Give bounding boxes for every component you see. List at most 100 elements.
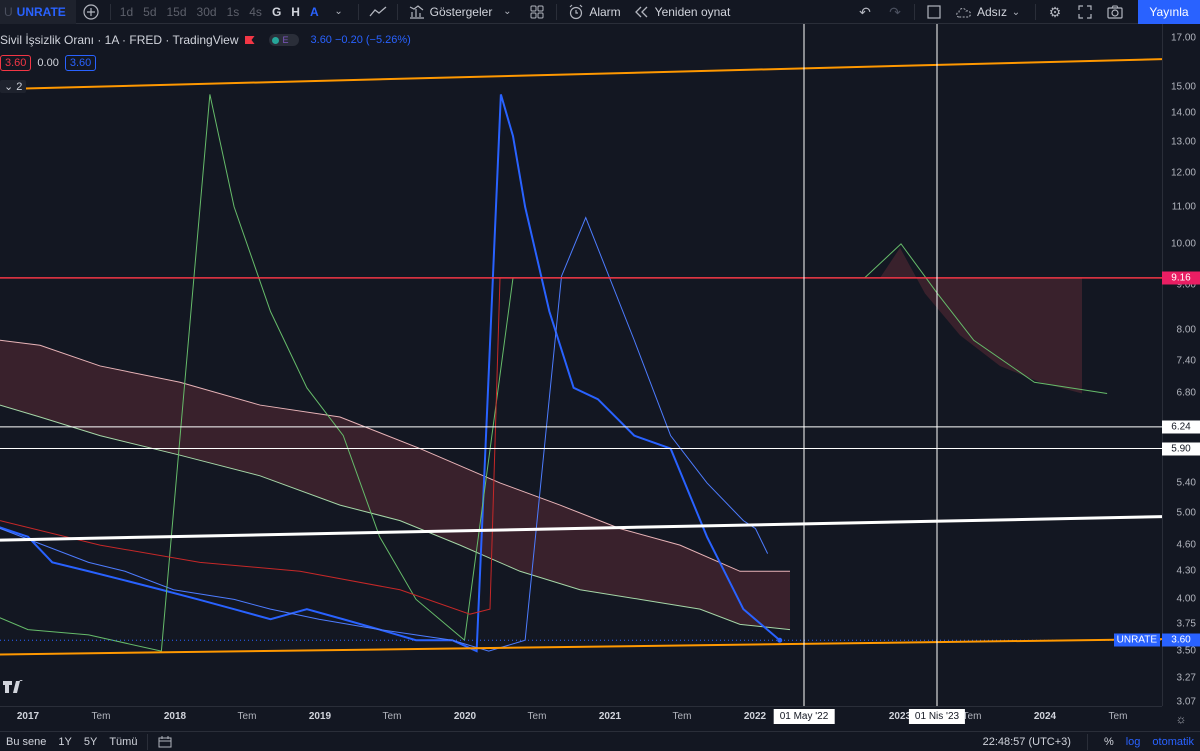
log-toggle[interactable]: log [1125, 735, 1141, 748]
axis-settings-button[interactable]: ☼ [1162, 706, 1200, 731]
fullscreen-button[interactable] [1070, 0, 1100, 24]
timeframe-4s[interactable]: 4s [249, 4, 262, 19]
timeframe-a[interactable]: A [309, 4, 319, 19]
collapse-toggle[interactable]: ⌄ 2 [0, 80, 27, 93]
chevron-down-icon: ⌄ [4, 81, 17, 93]
timeframe-1s[interactable]: 1s [226, 4, 240, 19]
compare-button[interactable] [76, 0, 106, 24]
publish-button[interactable]: Yayınla [1138, 0, 1200, 24]
indicator-values: 3.60 0.00 3.60 [0, 55, 97, 71]
undo-button[interactable]: ↶ [850, 0, 880, 24]
line-chart-icon [369, 3, 387, 21]
y-tick-label: 14.00 [1170, 107, 1196, 119]
snapshot-button[interactable] [1100, 0, 1130, 24]
cloud-layer [0, 247, 1082, 631]
pill-letter: E [282, 35, 289, 45]
top-toolbar: U UNRATE 1d 5d 15d 30d 1s 4s G H A ⌄ Göstergeler… [0, 0, 1200, 24]
fullscreen-square-button[interactable] [919, 0, 949, 24]
settings-button[interactable]: ⚙ [1040, 0, 1070, 24]
calendar-range-icon[interactable] [156, 733, 174, 751]
series-line-1 [0, 94, 781, 653]
series-line-3 [0, 94, 1108, 652]
y-tick-label: 4.60 [1176, 539, 1196, 551]
price-axis[interactable]: 17.00 15.00 14.00 13.00 12.00 11.00 10.00 9.00 8… [1162, 24, 1200, 708]
value-box-2: 0.00 [37, 57, 59, 69]
timeframe-5d[interactable]: 5d [143, 4, 157, 19]
alarm-clock-icon [567, 3, 585, 21]
time-axis[interactable]: 2017 Tem 2018 Tem 2019 Tem 2020 Tem 2021 Tem 2022 2… [0, 706, 1162, 726]
y-tick-label: 3.75 [1176, 618, 1196, 630]
percent-toggle[interactable]: % [1103, 735, 1114, 748]
y-tick-label: 3.27 [1176, 672, 1196, 683]
symbol-search[interactable]: U UNRATE [0, 0, 76, 24]
cloud-area [0, 340, 790, 630]
y-tick-label: 5.00 [1176, 507, 1196, 519]
range-button[interactable]: Tümü [109, 735, 138, 748]
y-tick-label: 11.00 [1171, 201, 1196, 213]
timeframe-1d[interactable]: 1d [119, 4, 134, 19]
range-button[interactable]: Bu sene [6, 735, 47, 748]
alarm-button[interactable]: Alarm [561, 0, 626, 24]
collapse-count: 2 [16, 81, 23, 93]
crosshair-time-label: 01 May '22 [773, 709, 835, 724]
divider [1035, 4, 1036, 20]
x-tick-label: Tem [237, 711, 257, 722]
price-label-red: 9.16 [1162, 271, 1200, 285]
indicators-button[interactable]: Göstergeler ⌄ [402, 0, 523, 24]
auto-toggle[interactable]: otomatik [1152, 735, 1194, 748]
clock-time[interactable]: 22:48:57 (UTC+3) [982, 735, 1071, 748]
range-button[interactable]: 1Y [58, 735, 72, 748]
layouts-button[interactable] [522, 0, 552, 24]
price-label-white: 6.24 [1162, 420, 1200, 434]
indicator-pill[interactable]: E [268, 34, 299, 46]
y-tick-label: 17.00 [1170, 32, 1196, 44]
future-cloud-area [805, 247, 1082, 394]
divider [1086, 733, 1088, 750]
gear-icon: ⚙ [1048, 3, 1062, 20]
flag-icon[interactable] [244, 36, 255, 44]
timeframe-h[interactable]: H [291, 4, 300, 19]
timeframe-group: 1d 5d 15d 30d 1s 4s G H A [115, 5, 324, 19]
chevron-down-icon: ⌄ [334, 6, 343, 17]
legend-title: Sivil İşsizlik Oranı · 1A · FRED · Tradi… [0, 33, 239, 47]
y-tick-label: 3.50 [1176, 645, 1196, 657]
plus-circle-icon [82, 3, 100, 21]
range-buttons: Bu sene 1Y 5Y Tümü [0, 736, 143, 748]
x-tick-label: 2022 [743, 711, 767, 722]
indicators-label: Göstergeler [429, 4, 493, 19]
replay-label: Yeniden oynat [654, 4, 731, 19]
tradingview-logo-icon [2, 677, 26, 699]
white-trend-line [0, 515, 1162, 542]
timeframe-30d[interactable]: 30d [196, 4, 217, 19]
last-symbol-label: UNRATE [1113, 633, 1160, 647]
chart-type-button[interactable] [363, 0, 393, 24]
range-button[interactable]: 5Y [83, 735, 98, 748]
timeframe-15d[interactable]: 15d [166, 4, 187, 19]
y-tick-label: 4.30 [1176, 565, 1196, 577]
series-layer [0, 94, 1162, 653]
redo-button[interactable]: ↷ [880, 0, 910, 24]
layout-name-button[interactable]: Adsız ⌄ [949, 0, 1031, 24]
last-point [777, 637, 783, 643]
divider [556, 3, 558, 20]
symbol-label: UNRATE [16, 4, 66, 19]
y-tick-label: 12.00 [1170, 167, 1196, 179]
bottom-bar: Bu sene 1Y 5Y Tümü 22:48:57 (UTC+3) % log o… [0, 731, 1200, 751]
timeframe-dropdown[interactable]: ⌄ [324, 0, 354, 24]
drawings-layer [0, 24, 1162, 706]
x-tick-label: Tem [962, 711, 982, 722]
chart-canvas[interactable] [0, 24, 1162, 706]
x-tick-label: Tem [527, 711, 547, 722]
rewind-icon [633, 3, 651, 21]
replay-button[interactable]: Yeniden oynat [627, 0, 737, 24]
indicators-icon [408, 3, 426, 21]
divider [913, 4, 915, 20]
last-value-label: 3.60 [1162, 633, 1200, 647]
series-line-2 [0, 216, 769, 652]
timeframe-g[interactable]: G [271, 4, 282, 19]
y-tick-label: 8.00 [1176, 324, 1196, 336]
y-tick-label: 5.40 [1176, 477, 1196, 489]
y-tick-label: 10.00 [1170, 238, 1196, 250]
divider [396, 3, 398, 20]
chart-legend[interactable]: Sivil İşsizlik Oranı · 1A · FRED · Tradi… [0, 32, 411, 48]
